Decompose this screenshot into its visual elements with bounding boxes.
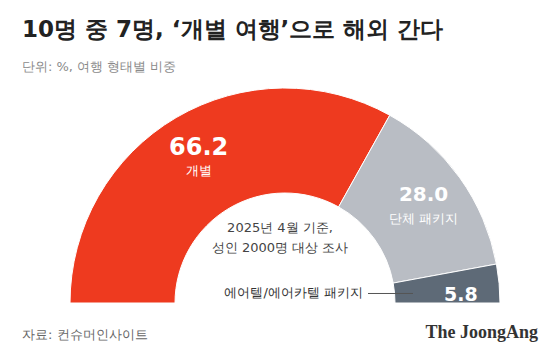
svg-text:에어텔/에어카텔 패키지: 에어텔/에어카텔 패키지 bbox=[224, 285, 363, 300]
html-text:The JoongAng: The JoongAng bbox=[425, 322, 538, 342]
html-text:10명 중 7명, ‘개별 여행’으로 해외 간다: 10명 중 7명, ‘개별 여행’으로 해외 간다 bbox=[22, 16, 444, 42]
svg-text:28.0: 28.0 bbox=[399, 182, 448, 206]
svg-text:성인 2000명 대상 조사: 성인 2000명 대상 조사 bbox=[212, 240, 348, 255]
html-text:자료: 컨슈머인사이트: 자료: 컨슈머인사이트 bbox=[22, 327, 148, 342]
svg-text:2025년 4월 기준,: 2025년 4월 기준, bbox=[227, 220, 333, 235]
svg-text:66.2: 66.2 bbox=[169, 133, 228, 161]
svg-text:5.8: 5.8 bbox=[444, 283, 478, 305]
html-text:단위: %, 여행 형태별 비중: 단위: %, 여행 형태별 비중 bbox=[22, 59, 177, 74]
svg-text:단체 패키지: 단체 패키지 bbox=[389, 211, 458, 226]
svg-text:개별: 개별 bbox=[186, 163, 212, 178]
